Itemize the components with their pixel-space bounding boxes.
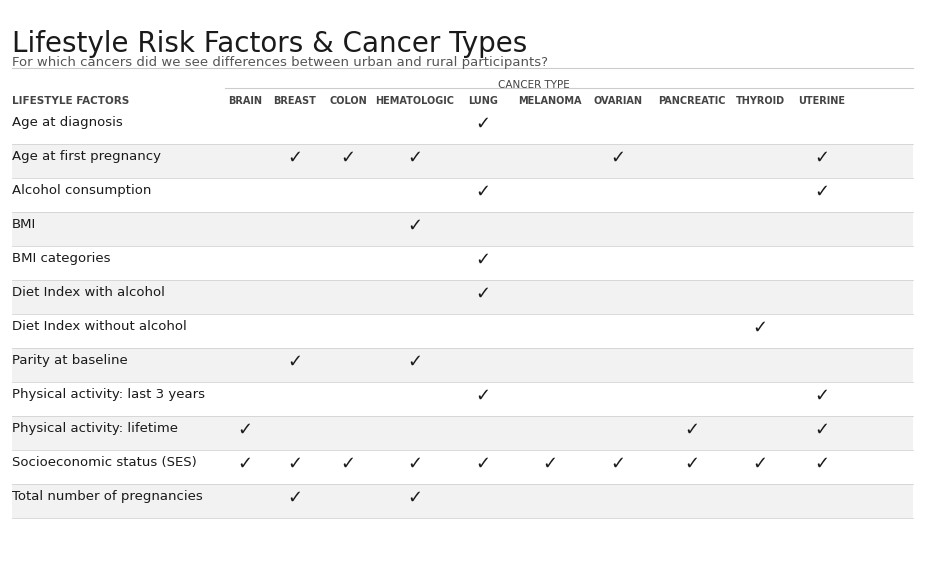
Text: ✓: ✓ xyxy=(752,455,768,473)
Text: ✓: ✓ xyxy=(610,455,625,473)
Text: ✓: ✓ xyxy=(610,149,625,167)
Text: ✓: ✓ xyxy=(288,149,302,167)
Text: BMI categories: BMI categories xyxy=(12,252,110,265)
Text: ✓: ✓ xyxy=(238,421,253,439)
Text: Physical activity: last 3 years: Physical activity: last 3 years xyxy=(12,388,205,401)
Text: ✓: ✓ xyxy=(340,455,355,473)
Text: ✓: ✓ xyxy=(288,353,302,371)
Text: ✓: ✓ xyxy=(407,489,423,507)
Text: ✓: ✓ xyxy=(407,353,423,371)
Text: ✓: ✓ xyxy=(238,455,253,473)
Bar xyxy=(12,314,913,348)
Text: ✓: ✓ xyxy=(814,421,830,439)
Text: ✓: ✓ xyxy=(752,319,768,337)
Text: Diet Index with alcohol: Diet Index with alcohol xyxy=(12,286,165,299)
Text: Lifestyle Risk Factors & Cancer Types: Lifestyle Risk Factors & Cancer Types xyxy=(12,30,527,58)
Text: HEMATOLOGIC: HEMATOLOGIC xyxy=(376,96,454,106)
Text: ✓: ✓ xyxy=(475,183,490,201)
Bar xyxy=(12,450,913,484)
Text: LUNG: LUNG xyxy=(468,96,498,106)
Text: ✓: ✓ xyxy=(288,489,302,507)
Text: ✓: ✓ xyxy=(684,421,699,439)
Text: Diet Index without alcohol: Diet Index without alcohol xyxy=(12,320,187,333)
Text: Parity at baseline: Parity at baseline xyxy=(12,354,128,367)
Bar xyxy=(12,178,913,212)
Text: COLON: COLON xyxy=(329,96,367,106)
Text: OVARIAN: OVARIAN xyxy=(594,96,643,106)
Text: THYROID: THYROID xyxy=(735,96,784,106)
Text: MELANOMA: MELANOMA xyxy=(518,96,582,106)
Text: ✓: ✓ xyxy=(288,455,302,473)
Bar xyxy=(12,348,913,382)
Text: For which cancers did we see differences between urban and rural participants?: For which cancers did we see differences… xyxy=(12,56,548,69)
Text: LIFESTYLE FACTORS: LIFESTYLE FACTORS xyxy=(12,96,130,106)
Text: Physical activity: lifetime: Physical activity: lifetime xyxy=(12,422,178,435)
Bar xyxy=(12,246,913,280)
Text: ✓: ✓ xyxy=(542,455,558,473)
Text: ✓: ✓ xyxy=(814,387,830,405)
Text: Alcohol consumption: Alcohol consumption xyxy=(12,184,152,197)
Bar xyxy=(12,110,913,144)
Text: Age at first pregnancy: Age at first pregnancy xyxy=(12,150,161,163)
Text: ✓: ✓ xyxy=(814,455,830,473)
Text: ✓: ✓ xyxy=(475,251,490,269)
Text: ✓: ✓ xyxy=(475,387,490,405)
Text: CANCER TYPE: CANCER TYPE xyxy=(498,80,570,90)
Text: ✓: ✓ xyxy=(475,285,490,303)
Bar xyxy=(12,382,913,416)
Text: UTERINE: UTERINE xyxy=(798,96,845,106)
Bar xyxy=(12,416,913,450)
Text: ✓: ✓ xyxy=(340,149,355,167)
Bar xyxy=(12,280,913,314)
Text: ✓: ✓ xyxy=(407,217,423,235)
Text: ✓: ✓ xyxy=(684,455,699,473)
Bar xyxy=(12,212,913,246)
Text: ✓: ✓ xyxy=(814,183,830,201)
Text: BRAIN: BRAIN xyxy=(228,96,262,106)
Bar xyxy=(12,144,913,178)
Text: PANCREATIC: PANCREATIC xyxy=(659,96,726,106)
Text: Age at diagnosis: Age at diagnosis xyxy=(12,116,123,129)
Text: ✓: ✓ xyxy=(407,149,423,167)
Text: ✓: ✓ xyxy=(475,115,490,133)
Text: ✓: ✓ xyxy=(814,149,830,167)
Text: ✓: ✓ xyxy=(407,455,423,473)
Text: Socioeconomic status (SES): Socioeconomic status (SES) xyxy=(12,456,197,469)
Text: BREAST: BREAST xyxy=(274,96,316,106)
Text: Total number of pregnancies: Total number of pregnancies xyxy=(12,490,203,503)
Text: ✓: ✓ xyxy=(475,455,490,473)
Text: BMI: BMI xyxy=(12,218,36,231)
Bar xyxy=(12,484,913,518)
